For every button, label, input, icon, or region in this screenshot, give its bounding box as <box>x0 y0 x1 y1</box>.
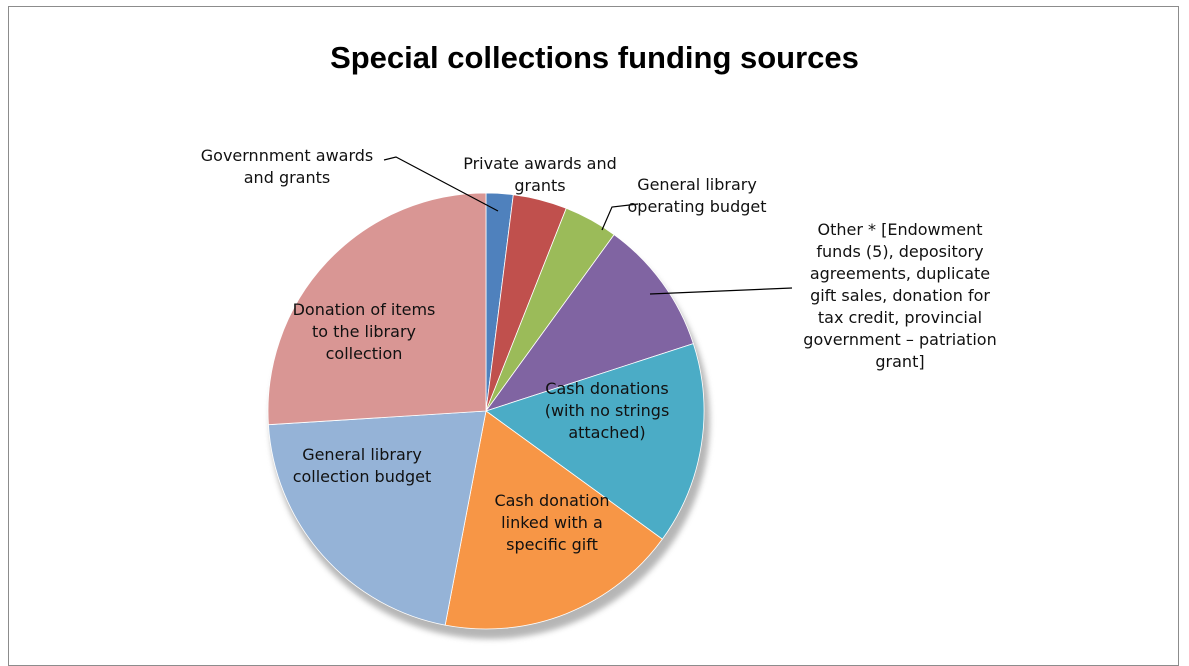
slice-label-general-library-collection-budget: General library collection budget <box>293 445 432 486</box>
slice-label-line: grant] <box>875 352 924 371</box>
slice-label-line: Other * [Endowment <box>818 220 983 239</box>
slice-label-line: Cash donations <box>545 379 668 398</box>
slice-label-line: General library <box>302 445 422 464</box>
chart-title: Special collections funding sources <box>330 40 859 75</box>
slice-label-line: to the library <box>312 322 416 341</box>
slice-label-line: funds (5), depository <box>816 242 983 261</box>
pie-chart: Governnment awards and grants Private awar… <box>201 146 997 639</box>
slice-label-line: gift sales, donation for <box>810 286 990 305</box>
slice-label-line: Donation of items <box>293 300 436 319</box>
slice-label-cash-donation-linked-with-a-specific-gif: Cash donation linked with a specific gift <box>494 491 609 554</box>
slice-label-line: Governnment awards <box>201 146 374 165</box>
slice-label-line: collection budget <box>293 467 432 486</box>
pie-slice-cash-donation-linked-with-a-specific-gif <box>444 410 663 630</box>
pie-slice-general-library-collection-budget <box>268 410 487 626</box>
pie-slice-other-endowment-funds-5-depository-agree <box>484 234 694 412</box>
leader-line-other-endowment-funds-5-depository-agree <box>649 287 793 295</box>
pie-slice-donation-of-items-to-the-library-collect <box>267 192 487 426</box>
slice-label-line: attached) <box>568 423 645 442</box>
slice-label-other-endowment-funds-5-depository-agree: Other * [Endowment funds (5), depository a… <box>803 220 996 371</box>
slice-label-governnment-awards-and-grants: Governnment awards and grants <box>201 146 374 187</box>
slice-label-line: and grants <box>244 168 330 187</box>
slice-label-line: operating budget <box>628 197 767 216</box>
slice-label-line: specific gift <box>506 535 598 554</box>
slice-label-general-library-operating-budget: General library operating budget <box>628 175 767 216</box>
leader-line-general-library-operating-budget <box>601 203 639 231</box>
slice-label-cash-donations-with-no-strings-attached: Cash donations (with no strings attached) <box>545 379 670 442</box>
pie-slice-cash-donations-with-no-strings-attached <box>485 343 705 540</box>
slice-label-line: General library <box>637 175 757 194</box>
slice-label-private-awards-and-grants: Private awards and grants <box>463 154 617 195</box>
slice-label-donation-of-items-to-the-library-collect: Donation of items to the library collectio… <box>293 300 436 363</box>
slice-label-line: Private awards and <box>463 154 617 173</box>
leader-line-governnment-awards-and-grants <box>383 156 499 212</box>
slice-label-line: collection <box>326 344 403 363</box>
slice-label-line: government – patriation <box>803 330 996 349</box>
slice-label-line: (with no strings <box>545 401 670 420</box>
slice-label-line: grants <box>514 176 565 195</box>
slice-label-line: agreements, duplicate <box>810 264 990 283</box>
slice-label-line: linked with a <box>501 513 603 532</box>
slice-label-line: Cash donation <box>494 491 609 510</box>
slice-label-line: tax credit, provincial <box>818 308 982 327</box>
